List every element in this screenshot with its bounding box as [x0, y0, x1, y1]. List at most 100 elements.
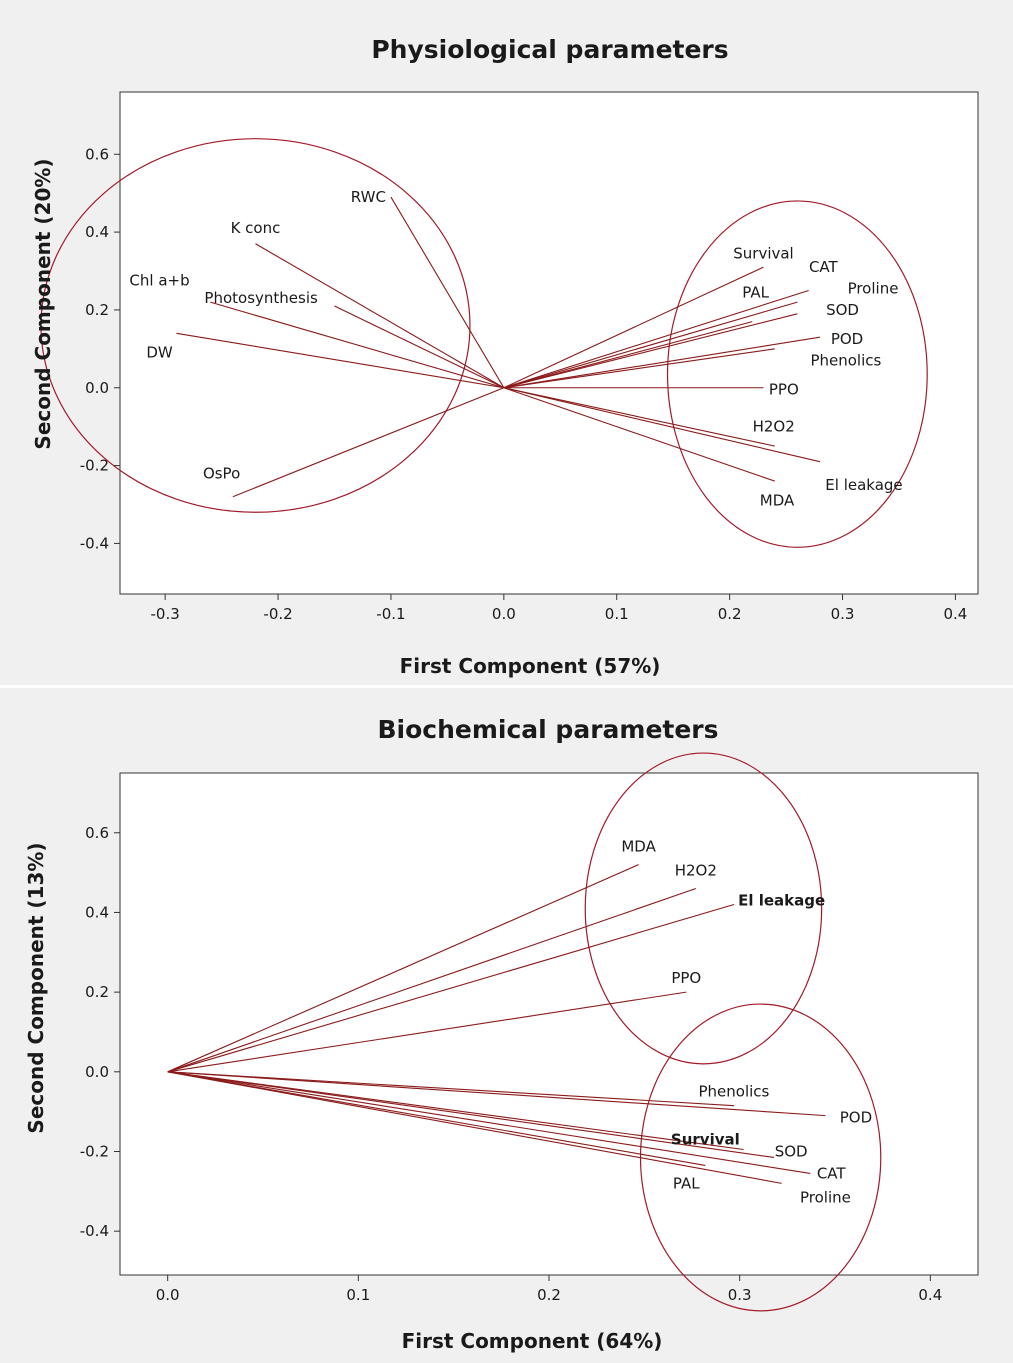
cluster-ellipse-1 — [40, 138, 471, 513]
label-phenolics: Phenolics — [810, 352, 881, 370]
vector-survival — [167, 1071, 744, 1151]
label-k-conc: K conc — [231, 219, 281, 237]
x-tick-label: -0.1 — [376, 605, 405, 623]
label-ppo: PPO — [671, 969, 701, 987]
cluster-ellipse-1 — [584, 752, 823, 1065]
loading-vectors — [167, 864, 826, 1184]
vector-chl-a-b — [210, 301, 504, 389]
label-phenolics: Phenolics — [699, 1083, 770, 1101]
x-tick-label: 0.1 — [346, 1286, 370, 1304]
label-mda: MDA — [621, 838, 656, 856]
label-pal: PAL — [742, 283, 769, 301]
label-sod: SOD — [775, 1142, 808, 1160]
vector-photosynthesis — [334, 305, 505, 389]
y-tick-label: 0.6 — [85, 145, 109, 163]
vector-phenolics — [503, 348, 775, 389]
y-axis-label: Second Component (13%) — [24, 842, 48, 1133]
vector-mda — [167, 864, 639, 1073]
label-survival: Survival — [733, 244, 793, 262]
x-tick-label: -0.2 — [263, 605, 292, 623]
chart-biochemical: Biochemical parameters MDA H2O2 El leakage… — [24, 715, 979, 1353]
label-photosynthesis: Photosynthesis — [204, 289, 318, 307]
vector-proline — [503, 301, 798, 389]
y-tick-label: 0.6 — [85, 824, 109, 842]
label-proline: Proline — [800, 1188, 851, 1206]
vector-pod — [503, 336, 821, 389]
cluster-ellipses — [40, 138, 928, 548]
x-tick-label: 0.0 — [492, 605, 516, 623]
label-ospo: OsPo — [203, 464, 240, 482]
y-tick-label: 0.4 — [85, 223, 109, 241]
x-tick-label: 0.3 — [728, 1286, 752, 1304]
x-axis-ticks: -0.3 -0.2 -0.1 0.0 0.1 0.2 0.3 0.4 — [151, 594, 967, 623]
plot-area — [119, 91, 979, 595]
vector-cat — [167, 1071, 811, 1174]
vector-survival — [503, 266, 764, 389]
chart-panel-physiological: Physiological parameters RWC K conc Chl a+… — [0, 0, 1013, 685]
y-tick-label: 0.2 — [85, 301, 109, 319]
label-cat: CAT — [817, 1164, 847, 1182]
loading-vectors — [176, 196, 821, 498]
vector-labels: RWC K conc Chl a+b Photosynthesis DW OsPo Surv… — [129, 188, 902, 510]
label-mda: MDA — [760, 492, 795, 510]
y-tick-label: 0.4 — [85, 903, 109, 921]
x-axis-label: First Component (57%) — [400, 654, 661, 678]
label-proline: Proline — [848, 280, 899, 298]
label-chl-a-b: Chl a+b — [129, 272, 189, 290]
chart-physiological: Physiological parameters RWC K conc Chl a+… — [31, 35, 979, 678]
label-pod: POD — [831, 330, 863, 348]
y-tick-label: -0.2 — [80, 457, 109, 475]
y-tick-label: -0.4 — [80, 1222, 109, 1240]
vector-h2o2 — [167, 888, 696, 1073]
label-rwc: RWC — [351, 188, 386, 206]
y-tick-label: -0.2 — [80, 1142, 109, 1160]
vector-pal — [503, 321, 753, 389]
vector-k-conc — [255, 243, 505, 389]
y-tick-label: -0.4 — [80, 534, 109, 552]
vector-sod — [167, 1071, 775, 1159]
vector-el-leakage — [167, 903, 735, 1073]
x-axis-label: First Component (64%) — [402, 1329, 663, 1353]
plot-area — [119, 772, 979, 1276]
vector-sod — [503, 313, 798, 389]
y-tick-label: 0.0 — [85, 1063, 109, 1081]
y-axis-ticks: -0.4 -0.2 0.0 0.2 0.4 0.6 — [80, 145, 120, 552]
label-ppo: PPO — [769, 381, 799, 399]
chart-title: Biochemical parameters — [377, 715, 718, 744]
y-axis-ticks: -0.4 -0.2 0.0 0.2 0.4 0.6 — [80, 824, 120, 1240]
label-h2o2: H2O2 — [753, 418, 795, 436]
vector-dw — [176, 332, 504, 389]
vector-pal — [167, 1071, 706, 1166]
vector-pod — [167, 1071, 826, 1117]
vector-el-leakage — [503, 387, 821, 463]
vector-ppo — [167, 991, 687, 1073]
label-el-leakage: El leakage — [825, 476, 902, 494]
label-sod: SOD — [826, 301, 859, 319]
x-tick-label: -0.3 — [151, 605, 180, 623]
x-tick-label: 0.1 — [605, 605, 629, 623]
vector-h2o2 — [503, 387, 775, 447]
x-tick-label: 0.4 — [943, 605, 967, 623]
chart-panel-biochemical: Biochemical parameters MDA H2O2 El leakage… — [0, 688, 1013, 1363]
vector-proline — [167, 1071, 782, 1184]
vector-ospo — [232, 387, 505, 498]
label-h2o2: H2O2 — [675, 862, 717, 880]
x-tick-label: 0.0 — [156, 1286, 180, 1304]
x-tick-label: 0.4 — [918, 1286, 942, 1304]
x-tick-label: 0.3 — [831, 605, 855, 623]
vector-rwc — [390, 196, 505, 389]
vector-phenolics — [167, 1071, 734, 1107]
vector-mda — [503, 387, 775, 482]
x-axis-ticks: 0.0 0.1 0.2 0.3 0.4 — [156, 1275, 942, 1304]
label-pal: PAL — [673, 1174, 700, 1192]
vector-labels: MDA H2O2 El leakage PPO Phenolics POD Survival… — [621, 838, 872, 1207]
label-pod: POD — [840, 1109, 872, 1127]
cluster-ellipse-2 — [666, 200, 928, 548]
x-tick-label: 0.2 — [718, 605, 742, 623]
vector-cat — [503, 289, 809, 389]
chart-title: Physiological parameters — [371, 35, 728, 64]
label-dw: DW — [146, 344, 173, 362]
x-tick-label: 0.2 — [537, 1286, 561, 1304]
label-cat: CAT — [809, 258, 839, 276]
label-el-leakage: El leakage — [738, 891, 825, 909]
